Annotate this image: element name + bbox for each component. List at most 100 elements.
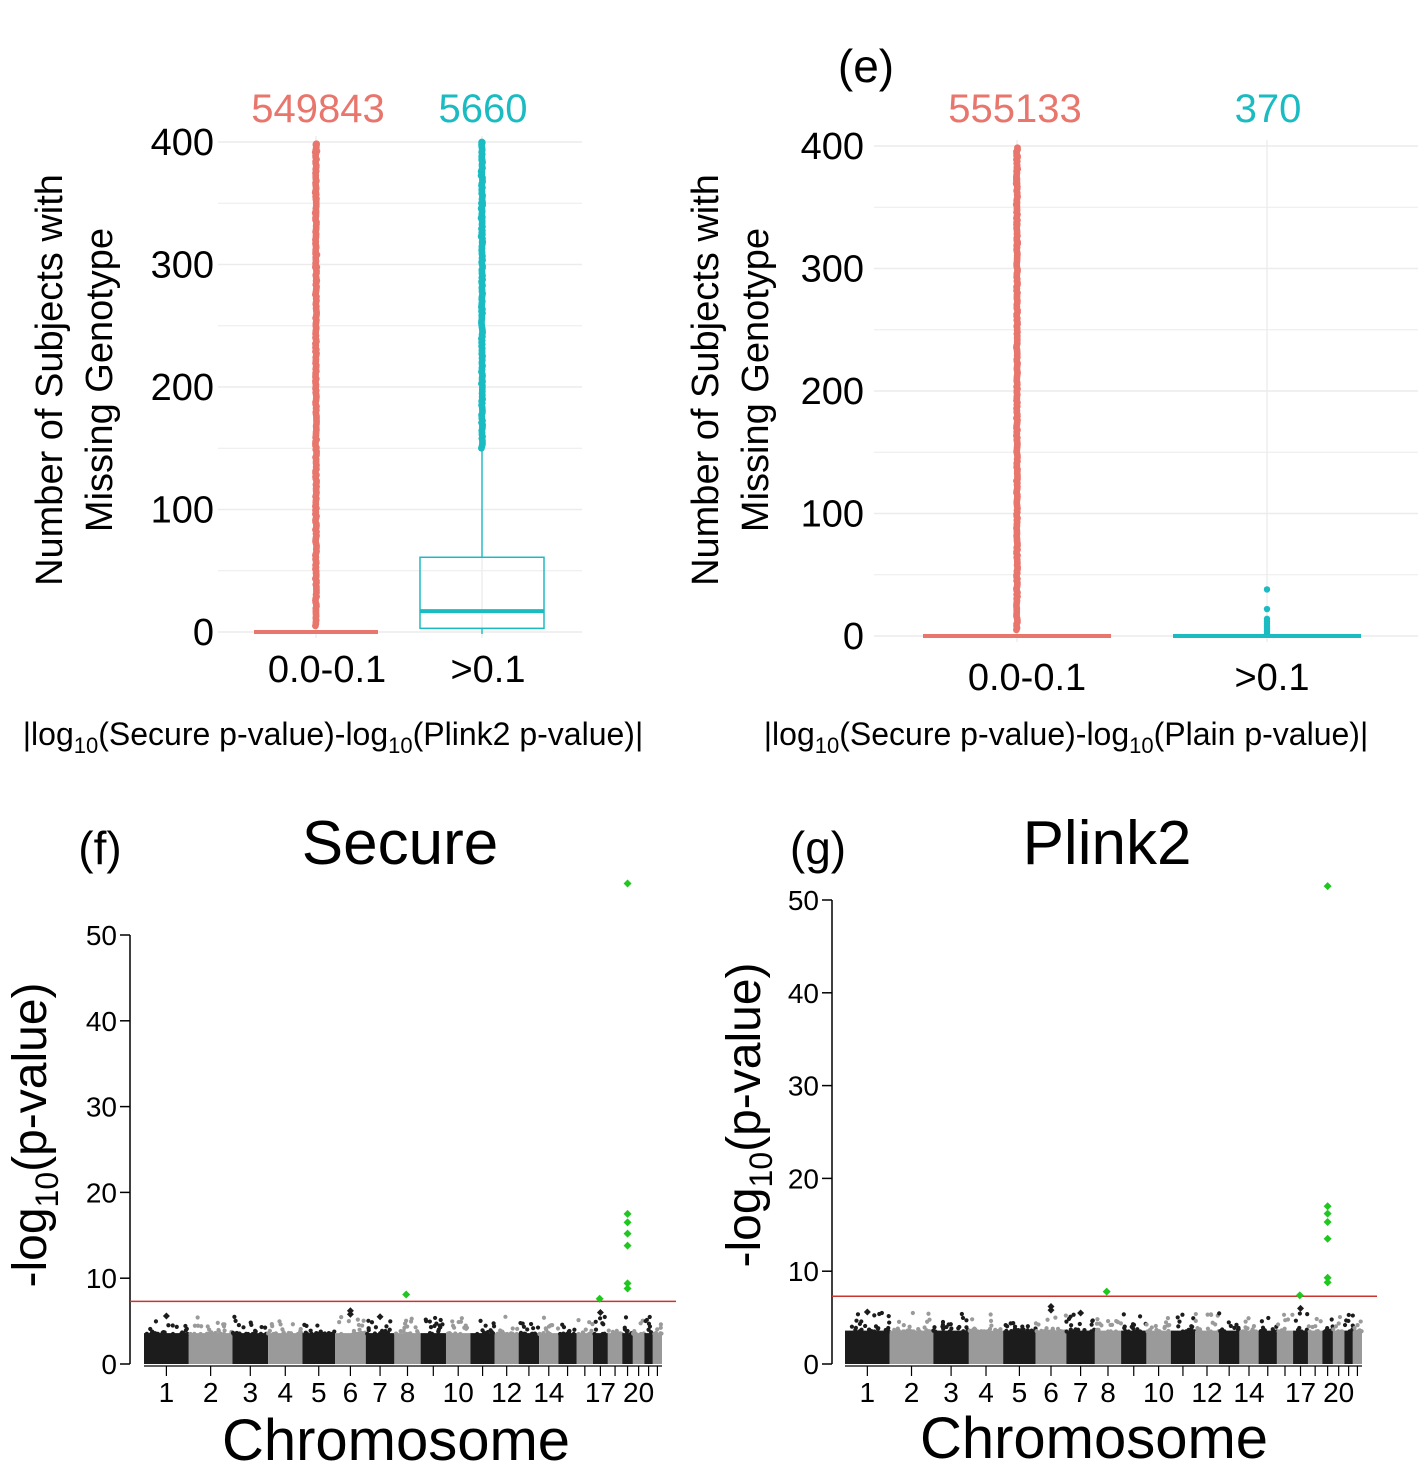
panel-e-label: (e) (838, 40, 894, 92)
snp-point (170, 1331, 176, 1337)
snp-point (263, 1325, 268, 1330)
snp-point (623, 1315, 629, 1320)
snp-point (233, 1318, 238, 1323)
snp-point (1076, 1327, 1081, 1332)
snp-point (144, 1331, 149, 1336)
snp-point (491, 1324, 497, 1329)
snp-point (1004, 1328, 1009, 1333)
snp-point (892, 1327, 897, 1332)
snp-point (1333, 1324, 1338, 1329)
snp-point (901, 1323, 906, 1328)
snp-point (185, 1331, 190, 1337)
snp-point (500, 1329, 505, 1334)
snp-point (1198, 1329, 1203, 1334)
x-tick-label: 17 (585, 1377, 616, 1408)
snp-band (1258, 1330, 1277, 1364)
panel-d-x-label-sub2: 10 (388, 733, 412, 758)
snp-point (415, 1329, 420, 1334)
panel-d-x-tick-1: 0.0-0.1 (268, 649, 386, 691)
snp-point (1090, 1318, 1095, 1324)
snp-point (1137, 1314, 1143, 1319)
snp-point (192, 1331, 197, 1336)
snp-point (462, 1325, 467, 1330)
panel-d-y-tick-labels: 0 100 200 300 400 (151, 122, 214, 654)
outlier-point (1013, 164, 1021, 173)
y-tick-label: 0 (101, 1349, 117, 1380)
snp-point (1358, 1319, 1363, 1324)
snp-band (1218, 1330, 1240, 1364)
snp-band (539, 1333, 559, 1364)
snp-point (432, 1315, 438, 1321)
snp-point (1147, 1327, 1153, 1333)
snp-point (1208, 1312, 1214, 1317)
snp-point (849, 1324, 855, 1329)
snp-band (1003, 1330, 1036, 1364)
snp-point (989, 1323, 994, 1328)
snp-point (1232, 1325, 1237, 1330)
outlier-point (1263, 586, 1271, 593)
snp-point (1095, 1317, 1100, 1322)
panel-d-count-group-2: 5660 (439, 87, 528, 131)
panel-e-x-axis-label: |log10(Secure p-value)-log10(Plain p-val… (764, 716, 1369, 758)
snp-point (222, 1328, 227, 1333)
snp-point (576, 1318, 581, 1323)
snp-point (596, 1309, 604, 1317)
snp-point (1089, 1322, 1094, 1327)
snp-point (376, 1313, 384, 1321)
y-tick-label: 30 (86, 1092, 117, 1123)
snp-point (944, 1324, 949, 1330)
snp-point (1025, 1324, 1030, 1329)
snp-point (198, 1331, 203, 1337)
snp-band (622, 1333, 633, 1364)
snp-point (373, 1325, 379, 1330)
significant-point (595, 1294, 604, 1303)
snp-point (379, 1331, 384, 1337)
snp-point (298, 1327, 303, 1332)
snp-point (532, 1331, 538, 1336)
snp-point (518, 1320, 523, 1326)
snp-point (1180, 1312, 1185, 1317)
x-tick-label: 5 (311, 1377, 327, 1408)
snp-point (969, 1329, 974, 1334)
snp-band (1195, 1330, 1219, 1364)
outlier-point (1013, 220, 1021, 229)
snp-point (404, 1318, 409, 1323)
snp-point (1279, 1328, 1284, 1333)
panel-e-x-tick-1: 0.0-0.1 (968, 657, 1086, 699)
snp-point (398, 1328, 403, 1334)
snp-point (1305, 1312, 1310, 1317)
snp-point (181, 1331, 186, 1336)
snp-point (339, 1314, 344, 1320)
snp-band (1094, 1330, 1122, 1364)
panel-e-gridlines (874, 140, 1418, 642)
snp-point (1217, 1311, 1222, 1316)
panel-f-x-tick-labels: 1 2 3 4 5 6 7 8 10 12 14 17 20 (159, 1377, 655, 1408)
snp-point (162, 1312, 170, 1320)
snp-point (571, 1331, 576, 1337)
snp-point (174, 1324, 179, 1330)
snp-point (192, 1323, 197, 1328)
snp-point (911, 1329, 916, 1334)
snp-point (1262, 1329, 1267, 1334)
snp-point (1175, 1315, 1180, 1320)
snp-point (872, 1313, 877, 1318)
snp-point (245, 1331, 251, 1337)
snp-point (1041, 1329, 1046, 1334)
snp-point (593, 1327, 599, 1332)
snp-point (957, 1324, 962, 1330)
panel-e-count-group-2: 370 (1235, 87, 1302, 131)
snp-point (221, 1331, 227, 1337)
snp-point (356, 1322, 361, 1328)
significant-point (623, 1279, 632, 1288)
panel-g-title: Plink2 (1023, 809, 1192, 878)
x-tick-label: 1 (159, 1377, 175, 1408)
y-tick-label: 0 (193, 612, 214, 654)
snp-point (863, 1308, 871, 1316)
snp-point (1246, 1316, 1251, 1321)
snp-point (643, 1318, 648, 1324)
panel-f-label: (f) (78, 822, 121, 874)
outlier-point (1014, 144, 1021, 152)
x-tick-label: 1 (860, 1377, 876, 1408)
x-tick-label: 12 (1191, 1377, 1222, 1408)
